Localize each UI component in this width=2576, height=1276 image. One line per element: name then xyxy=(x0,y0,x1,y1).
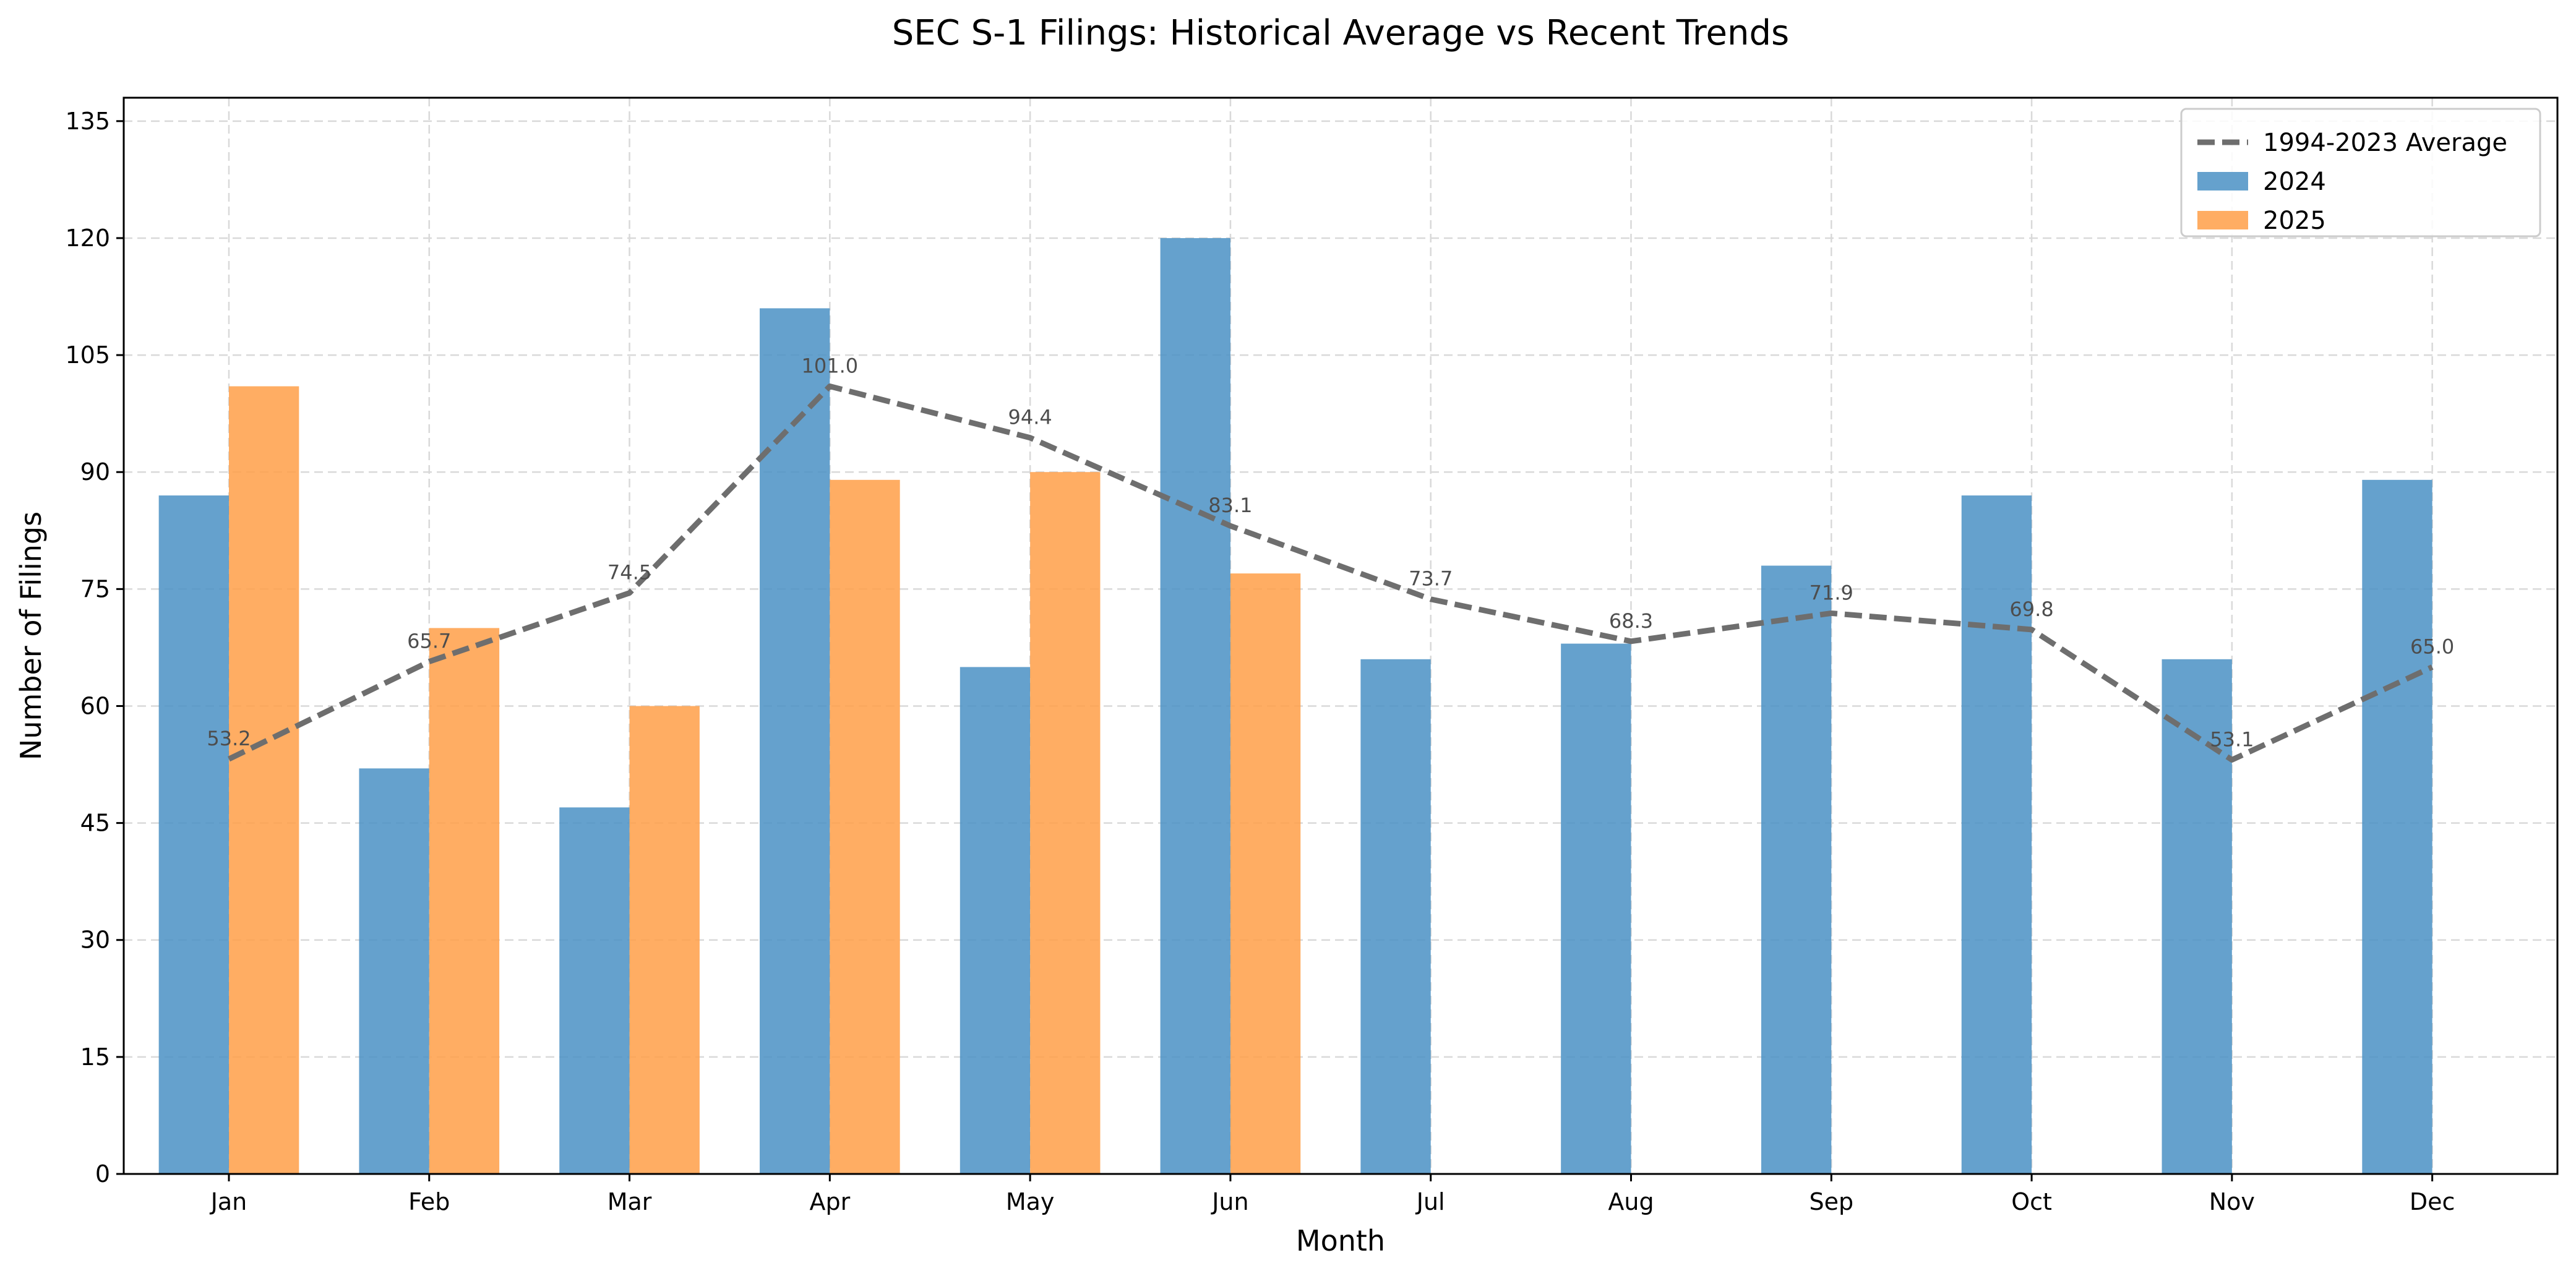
y-tick-label: 105 xyxy=(65,341,110,369)
x-tick-label: Feb xyxy=(408,1188,450,1215)
average-value-label: 53.1 xyxy=(2210,727,2254,751)
plot-frame xyxy=(122,96,2559,1175)
bar-2025-Mar xyxy=(629,706,700,1174)
x-tick-label: Nov xyxy=(2209,1188,2255,1215)
average-value-label: 65.7 xyxy=(407,630,451,653)
line-value-labels: 53.2 65.7 74.5 101.0 94.4 83.1 73.7 68.3 71.9 69.… xyxy=(207,354,2454,751)
bar-2024-Oct xyxy=(1961,495,2032,1174)
x-tick-label: Apr xyxy=(809,1188,850,1215)
average-value-label: 68.3 xyxy=(1609,609,1653,633)
legend-swatch-2025 xyxy=(2197,211,2248,229)
x-tick-label: Jan xyxy=(210,1188,247,1215)
x-tick-label: Aug xyxy=(1608,1188,1654,1215)
bar-2025-Jun xyxy=(1230,573,1301,1174)
average-value-label: 53.2 xyxy=(207,727,251,750)
bar-2025-Jan xyxy=(228,386,299,1174)
legend-entry-label: 1994-2023 Average xyxy=(2263,129,2507,157)
bar-2025-May xyxy=(1030,472,1101,1174)
y-axis-label: Number of Filings xyxy=(14,512,48,760)
y-tick-label: 0 xyxy=(95,1160,110,1188)
bar-2024-Aug xyxy=(1561,643,1631,1174)
y-tick-label: 90 xyxy=(80,458,110,486)
average-value-label: 65.0 xyxy=(2410,635,2454,658)
y-tick-label: 135 xyxy=(65,108,110,135)
legend-box xyxy=(2180,108,2541,238)
x-axis-label: Month xyxy=(1296,1224,1385,1257)
average-value-label: 83.1 xyxy=(1208,494,1252,517)
average-value-label: 73.7 xyxy=(1409,567,1453,591)
bar-2024-Jul xyxy=(1360,659,1431,1174)
axes-layer: 0 15 30 45 60 75 90 105 120 135 Jan Feb Mar Apr May Jun… xyxy=(65,96,2559,1215)
x-tick-label: May xyxy=(1006,1188,1055,1215)
average-value-label: 94.4 xyxy=(1008,406,1052,429)
bar-2025-Apr xyxy=(830,479,900,1174)
y-tick-label: 30 xyxy=(80,927,110,954)
y-tick-label: 75 xyxy=(80,575,110,602)
x-tick-label: Jul xyxy=(1415,1188,1445,1215)
x-tick-label: Sep xyxy=(1809,1188,1853,1215)
bar-2024-Nov xyxy=(2162,659,2232,1174)
bar-2024-Jun xyxy=(1160,238,1230,1174)
chart-title: SEC S-1 Filings: Historical Average vs R… xyxy=(892,13,1789,53)
y-tick-label: 60 xyxy=(80,692,110,719)
x-tick-label: Oct xyxy=(2011,1188,2052,1215)
x-tick-label: Jun xyxy=(1211,1188,1248,1215)
average-value-label: 71.9 xyxy=(1810,581,1853,604)
bar-2024-Dec xyxy=(2362,479,2432,1174)
bar-2024-Mar xyxy=(559,807,630,1174)
legend-swatch-2024 xyxy=(2197,172,2248,191)
y-tick-label: 120 xyxy=(65,225,110,252)
bar-2024-Sep xyxy=(1761,565,1832,1174)
bar-2024-Apr xyxy=(760,308,830,1174)
y-tick-label: 15 xyxy=(80,1043,110,1071)
average-line xyxy=(228,383,2434,763)
line-layer xyxy=(228,383,2434,763)
bar-2024-Jan xyxy=(158,495,229,1174)
average-value-label: 101.0 xyxy=(802,354,859,378)
legend-entry-label: 2024 xyxy=(2263,168,2326,196)
legend-entry-label: 2025 xyxy=(2263,207,2326,235)
legend: 1994-2023 Average 2024 2025 xyxy=(2180,108,2541,238)
bar-2024-Feb xyxy=(359,768,429,1174)
bar-2024-May xyxy=(960,667,1031,1174)
average-value-label: 74.5 xyxy=(608,561,651,584)
x-tick-label: Mar xyxy=(608,1188,652,1215)
x-tick-label: Dec xyxy=(2410,1188,2455,1215)
bars-layer xyxy=(158,238,2432,1174)
average-value-label: 69.8 xyxy=(2009,597,2053,621)
y-tick-label: 45 xyxy=(80,810,110,837)
bar-2025-Feb xyxy=(429,628,500,1174)
